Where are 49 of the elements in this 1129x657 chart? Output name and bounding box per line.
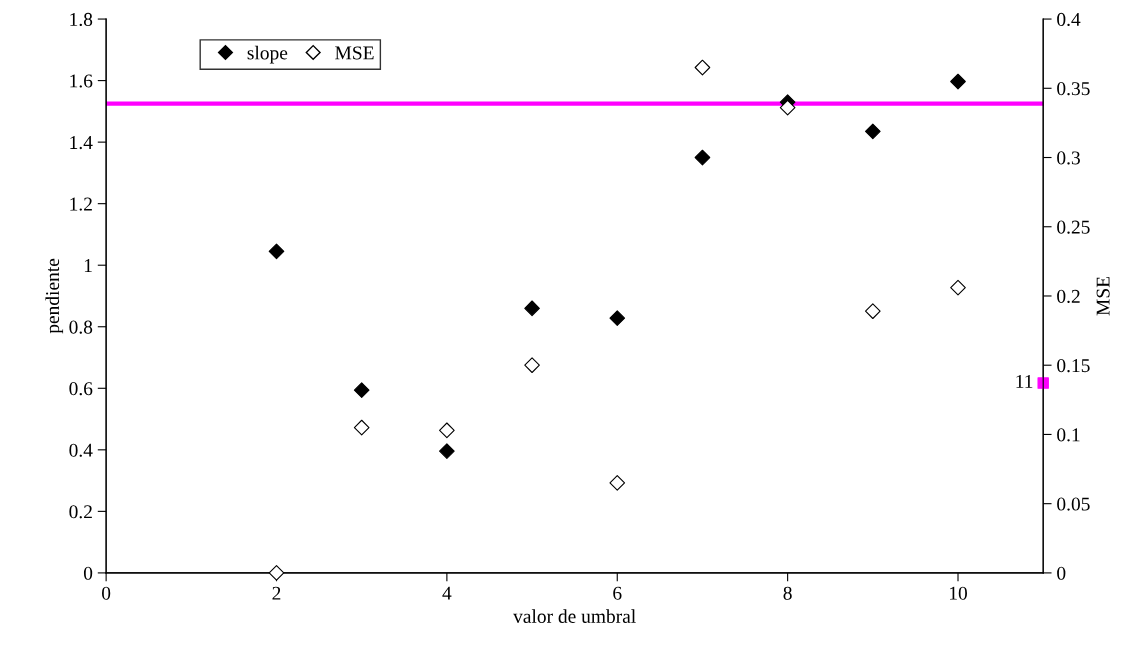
y-tick-label: 1.6: [70, 74, 93, 88]
y-tick-label: 1.4: [70, 136, 93, 150]
y2-tick-label: 0.1: [1057, 428, 1080, 442]
x-tick-label: 6: [613, 586, 622, 600]
point: [694, 149, 711, 166]
point: [950, 279, 966, 296]
x-tick-label: 4: [442, 586, 452, 600]
y2-tick-label: 0: [1057, 566, 1066, 580]
y2-axis-title: MSE: [1096, 276, 1110, 316]
point: [950, 73, 966, 90]
point: [694, 59, 711, 76]
y-tick-label: 1.2: [70, 197, 92, 211]
y2-tick-label: 0.2: [1057, 289, 1080, 303]
y-tick-label: 1: [84, 259, 92, 272]
point: [439, 443, 455, 459]
x-tick-label: 10: [950, 586, 967, 600]
y2-tick-label: 0.3: [1057, 151, 1080, 165]
x-axis-title: valor de umbral: [513, 609, 636, 623]
x-tick-label: 8: [783, 586, 792, 600]
legend-label: slope: [247, 45, 288, 64]
y-tick-label: 1.8: [70, 12, 93, 27]
y2-tick-label: 0.05: [1057, 497, 1090, 511]
y-tick-label: 0.6: [69, 382, 93, 396]
x-tick-label: 0: [102, 586, 111, 600]
point: [864, 303, 881, 320]
y-tick-label: 0.2: [69, 505, 92, 519]
point: [353, 419, 370, 436]
y2-tick-label: 0.4: [1057, 12, 1081, 27]
point: [268, 243, 285, 260]
y-axis-title: pendiente: [45, 258, 64, 334]
y2-tick-label: 0.15: [1057, 359, 1090, 373]
point: [609, 310, 626, 326]
legend-label: MSE: [335, 46, 374, 60]
y2-tick-label: 0.35: [1057, 82, 1090, 96]
point: [1037, 377, 1049, 389]
point: [864, 123, 881, 140]
point: [524, 300, 540, 317]
point: [779, 99, 796, 116]
annotation: 11: [1016, 374, 1033, 388]
y-tick-label: 0.8: [69, 320, 93, 334]
x-tick-label: 2: [272, 586, 281, 600]
point: [439, 422, 455, 439]
point: [268, 565, 285, 581]
point: [609, 475, 626, 491]
y2-tick-label: 0.25: [1057, 220, 1090, 234]
point: [524, 357, 540, 374]
point: [353, 382, 370, 398]
y-tick-label: 0: [83, 566, 93, 580]
y-tick-label: 0.4: [69, 443, 93, 457]
